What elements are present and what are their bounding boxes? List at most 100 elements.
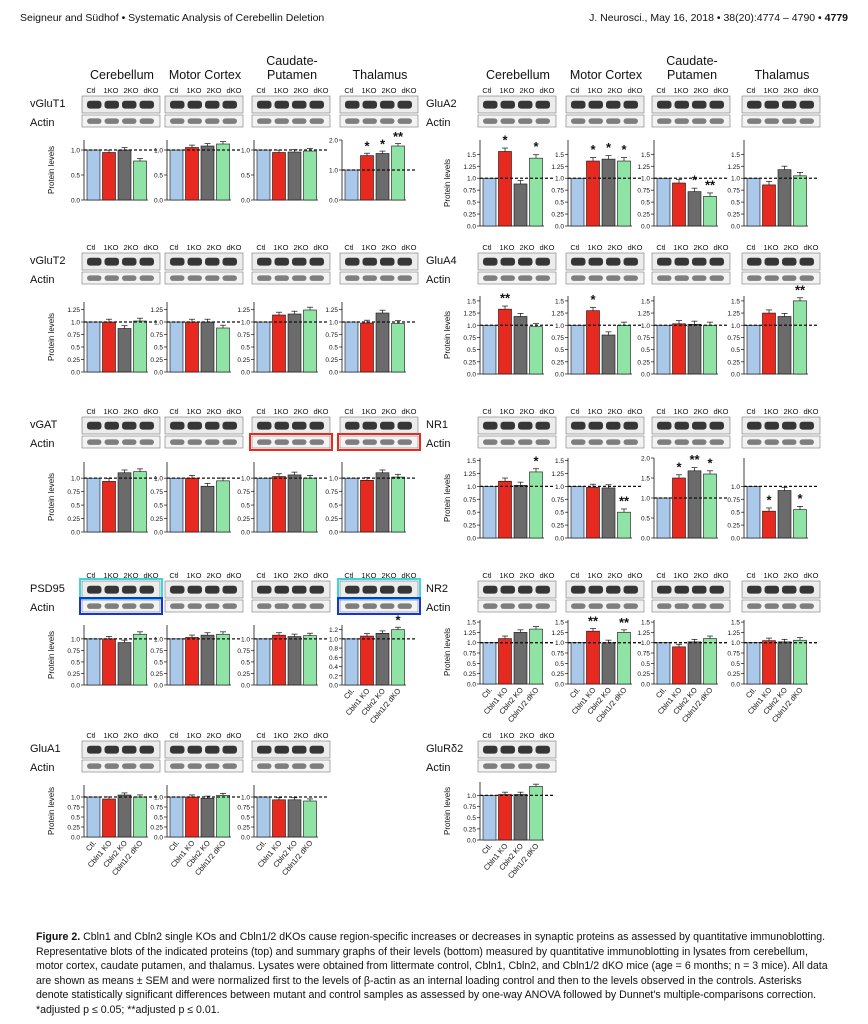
actin-blot-band	[747, 603, 762, 609]
bar-cbln2-ko	[513, 632, 528, 685]
actin-blot-band	[104, 118, 119, 124]
highlight-box	[337, 433, 421, 451]
protein-blot-band	[674, 257, 689, 266]
actin-blot-frame	[651, 435, 731, 449]
lane-label: dKO	[713, 243, 728, 252]
actin-blot-band	[87, 118, 102, 124]
bar-dko	[216, 327, 230, 373]
actin-blot-band	[764, 439, 779, 445]
lane-label: 2KO	[381, 571, 396, 580]
y-tick-label: 0.5	[467, 815, 476, 822]
bar-ctl	[344, 321, 359, 373]
protein-blot-frame	[651, 95, 731, 114]
lane-label: 2KO	[607, 407, 622, 416]
lane-label: 2KO	[607, 571, 622, 580]
lane-label: Ctl	[169, 407, 179, 416]
y-tick-label: 0.0	[329, 370, 338, 377]
bar-dko	[303, 309, 317, 373]
bar-ctl	[169, 321, 184, 373]
bar-dko	[529, 326, 543, 375]
lane-label: 1KO	[499, 571, 514, 580]
protein-blot-band	[518, 257, 533, 266]
y-tick-label: 1.0	[555, 323, 564, 330]
bar-ctl	[746, 324, 761, 375]
protein-blot-band	[309, 100, 324, 109]
y-tick-label: 0.0	[555, 224, 564, 231]
y-tick-label: 0.0	[71, 370, 80, 377]
actin-blot-frame	[164, 114, 244, 128]
bar-1ko	[360, 322, 374, 373]
protein-blot-band	[657, 100, 672, 109]
protein-blot-band	[799, 585, 814, 594]
y-tick-label: 0.25	[237, 516, 250, 523]
lane-label: dKO	[627, 571, 642, 580]
protein-blot-band	[799, 100, 814, 109]
bar-ctl-	[86, 796, 101, 838]
protein-blot-frame	[741, 252, 821, 271]
y-tick-label: 1.5	[467, 298, 476, 305]
actin-blot-band	[139, 275, 154, 281]
protein-blot-band	[483, 100, 498, 109]
lane-label: dKO	[803, 86, 818, 95]
y-tick-label: 0.5	[641, 200, 650, 207]
lane-label: dKO	[143, 86, 158, 95]
protein-blot-band	[380, 421, 395, 430]
bar-ctl	[169, 477, 184, 533]
lane-label: 2KO	[293, 86, 308, 95]
y-tick-label: 0.0	[467, 224, 476, 231]
protein-blot-band	[747, 100, 762, 109]
actin-blot-band	[483, 118, 498, 124]
actin-blot-band	[292, 275, 307, 281]
actin-blot-band	[692, 603, 707, 609]
y-tick-label: 0.25	[67, 357, 80, 364]
bar-ctl	[482, 177, 497, 227]
region-header: Thalamus	[755, 68, 810, 82]
lane-label: dKO	[143, 571, 158, 580]
actin-blot-band	[309, 118, 324, 124]
y-tick-label: 1.0	[731, 176, 740, 183]
lane-label: Ctl	[746, 571, 756, 580]
actin-blot-band	[674, 439, 689, 445]
lane-label: dKO	[313, 731, 328, 740]
protein-blot-frame	[251, 95, 331, 114]
bar-cbln1-2-dko	[529, 786, 543, 841]
actin-blot-band	[483, 603, 498, 609]
protein-blot-band	[139, 745, 154, 754]
actin-label: Actin	[426, 274, 450, 286]
y-tick-label: 0.5	[555, 510, 564, 517]
protein-label: vGluT1	[30, 98, 65, 110]
protein-blot-band	[87, 585, 102, 594]
protein-blot-band	[657, 585, 672, 594]
actin-blot-frame	[477, 435, 557, 449]
protein-blot-frame	[251, 580, 331, 599]
y-tick-label: 0.0	[641, 536, 650, 543]
significance-marker: *	[692, 173, 698, 188]
y-tick-label: 0.0	[241, 683, 250, 690]
actin-blot-frame	[251, 114, 331, 128]
actin-blot-band	[222, 118, 237, 124]
bar-ctl-	[256, 796, 271, 838]
protein-blot-band	[535, 745, 550, 754]
actin-blot-frame	[164, 599, 244, 613]
y-tick-label: 0.75	[637, 651, 650, 658]
lane-label: 1KO	[763, 407, 778, 416]
actin-blot-band	[362, 275, 377, 281]
bar-ctl	[344, 169, 359, 201]
bar-ctl	[570, 324, 585, 375]
region-header: Cerebellum	[486, 68, 550, 82]
y-tick-label: 0.25	[551, 671, 564, 678]
lane-label: Ctl	[656, 571, 666, 580]
protein-blot-band	[205, 257, 220, 266]
actin-blot-band	[187, 763, 202, 769]
protein-blot-band	[606, 100, 621, 109]
lane-label: dKO	[143, 731, 158, 740]
lane-label: Ctl	[256, 243, 266, 252]
actin-blot-band	[518, 118, 533, 124]
protein-blot-band	[170, 421, 185, 430]
lane-label: 1KO	[361, 407, 376, 416]
bar-2ko	[601, 487, 616, 539]
y-tick-label: 0.5	[154, 345, 163, 352]
lane-label: 1KO	[103, 731, 118, 740]
y-tick-label: 0.0	[154, 198, 163, 205]
lane-label: 2KO	[693, 86, 708, 95]
